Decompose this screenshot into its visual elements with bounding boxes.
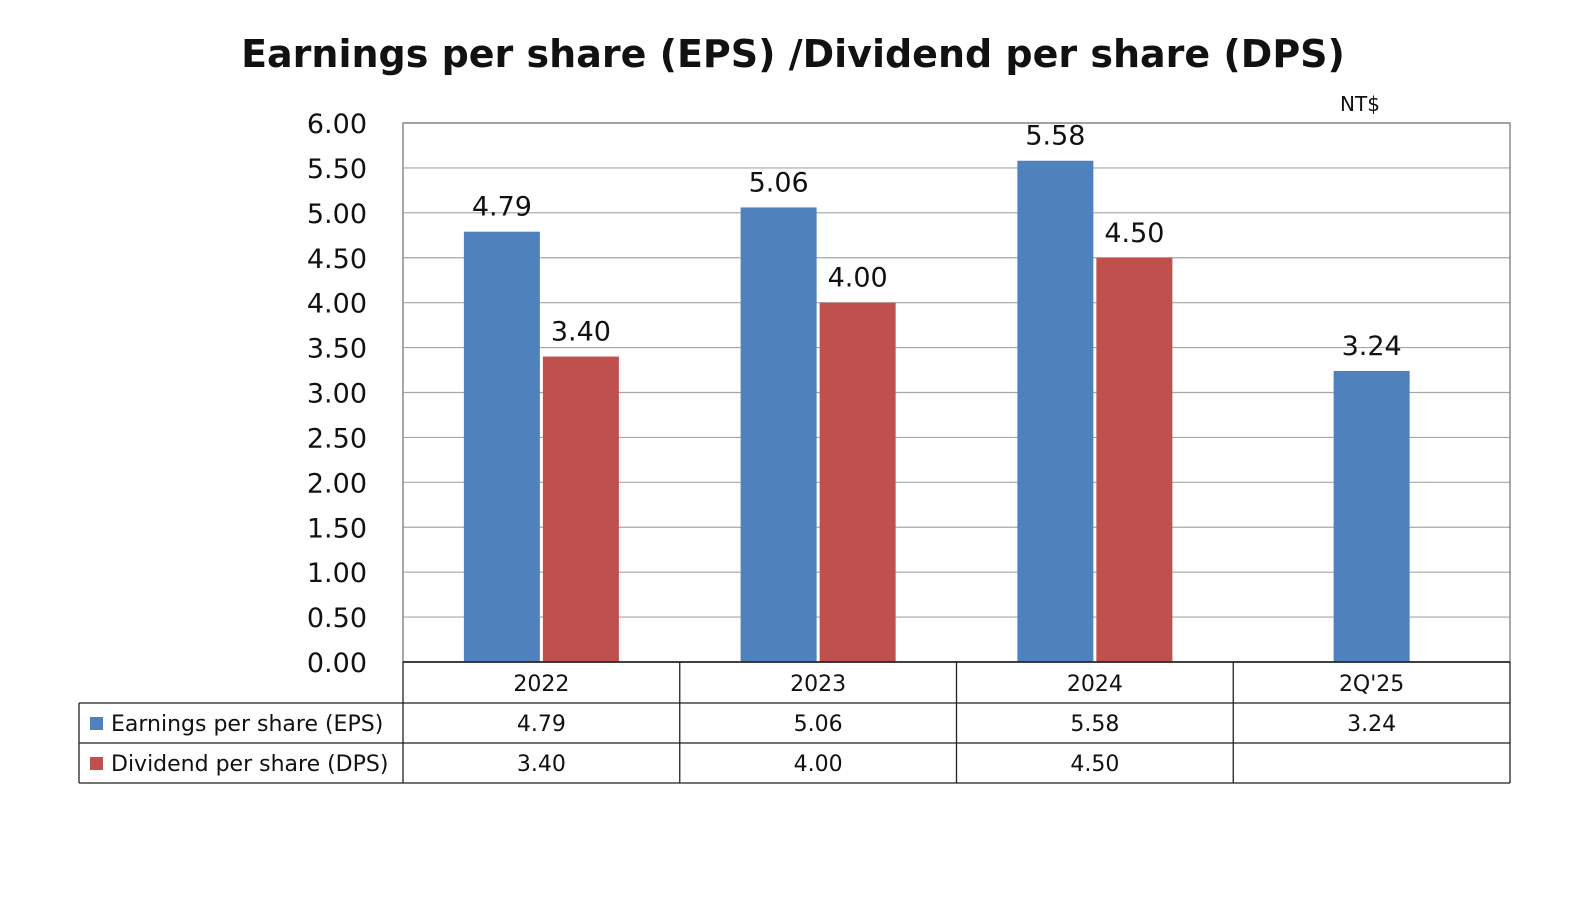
legend-label-eps: Earnings per share (EPS) (111, 712, 383, 737)
y-tick-label: 4.50 (307, 244, 367, 275)
y-axis: 0.00 0.50 1.00 1.50 2.00 2.50 3.00 3.50 4.00 4.50… (307, 109, 1510, 679)
bar-dps-1 (819, 302, 896, 662)
legend-label-dps: Dividend per share (DPS) (111, 752, 388, 777)
table-cell: 4.50 (1070, 752, 1119, 777)
y-tick-label: 0.00 (307, 648, 367, 679)
category-label: 2023 (790, 672, 846, 697)
table-cell: 5.06 (794, 712, 843, 737)
data-label-eps-3: 3.24 (1342, 331, 1402, 362)
legend-swatch-dps (90, 757, 103, 770)
table-cell: 5.58 (1070, 712, 1119, 737)
table-cell: 4.79 (517, 712, 566, 737)
bar-eps-3 (1333, 370, 1410, 662)
bar-dps-2 (1096, 257, 1173, 662)
table-cell: 3.40 (517, 752, 566, 777)
category-label: 2Q'25 (1339, 672, 1404, 697)
y-tick-label: 5.00 (307, 199, 367, 230)
category-label: 2022 (513, 672, 569, 697)
chart-title: Earnings per share (EPS) /Dividend per s… (241, 32, 1345, 76)
y-tick-label: 2.00 (307, 468, 367, 499)
data-label-eps-1: 5.06 (749, 167, 809, 198)
category-label: 2024 (1067, 672, 1123, 697)
y-tick-label: 3.00 (307, 379, 367, 410)
unit-label: NT$ (1340, 92, 1380, 116)
y-tick-label: 1.00 (307, 558, 367, 589)
bar-dps-0 (542, 356, 619, 662)
data-labels: 4.79 3.40 5.06 4.00 5.58 4.50 3.24 (472, 121, 1402, 362)
data-label-eps-2: 5.58 (1025, 121, 1085, 152)
bar-eps-0 (463, 231, 540, 662)
data-label-eps-0: 4.79 (472, 192, 532, 223)
y-tick-label: 0.50 (307, 603, 367, 634)
table-cell: 4.00 (794, 752, 843, 777)
legend-swatch-eps (90, 717, 103, 730)
bar-eps-1 (740, 207, 817, 662)
data-label-dps-0: 3.40 (551, 317, 611, 348)
data-label-dps-2: 4.50 (1104, 218, 1164, 249)
y-tick-label: 4.00 (307, 289, 367, 320)
bar-eps-2 (1017, 160, 1094, 663)
y-tick-label: 2.50 (307, 423, 367, 454)
y-tick-label: 6.00 (307, 109, 367, 140)
y-tick-label: 1.50 (307, 513, 367, 544)
data-label-dps-1: 4.00 (828, 263, 888, 294)
y-tick-label: 3.50 (307, 334, 367, 365)
bars (463, 160, 1410, 663)
table-cell: 3.24 (1347, 712, 1396, 737)
y-tick-label: 5.50 (307, 154, 367, 185)
data-table: 2022 2023 2024 2Q'25 Earnings per share (EPS… (78, 661, 1511, 784)
